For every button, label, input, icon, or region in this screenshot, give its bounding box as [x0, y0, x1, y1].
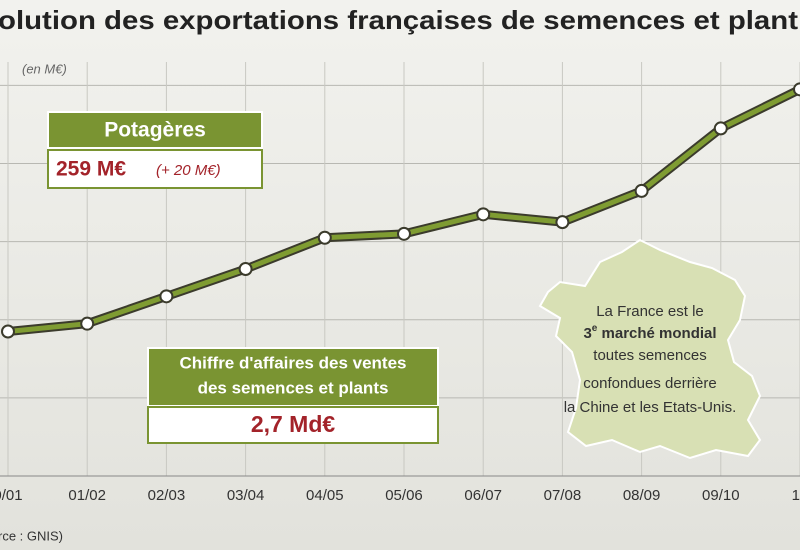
box-body: [47, 149, 263, 189]
point: [793, 82, 800, 97]
plot: 0/01 01/02 02/03 03/04 04/05 05/06 06/07 07/08 0…: [0, 82, 800, 504]
point: [713, 121, 728, 136]
box-header: [147, 347, 439, 407]
x-tick-label: 04/05: [306, 487, 344, 504]
box-title: des semences et plants: [198, 378, 389, 397]
source: rce : GNIS): [0, 528, 63, 543]
chart-title: olution des exportations françaises de s…: [0, 5, 798, 35]
point: [238, 262, 253, 276]
box-body: [147, 406, 439, 444]
point: [159, 289, 174, 304]
point: [555, 215, 570, 230]
point: [317, 230, 332, 245]
x-tick-label: 01/02: [68, 487, 106, 504]
france-map: [538, 238, 762, 460]
point: [80, 316, 95, 331]
box-title: Potagères: [104, 119, 206, 142]
box-title: Chiffre d'affaires des ventes: [179, 353, 406, 372]
note-rank: 3e marché mondial: [583, 323, 716, 342]
x-tick-label: 06/07: [464, 487, 502, 504]
note-line: confondues derrière: [583, 375, 716, 392]
box-value: 259 M€: [56, 158, 126, 181]
x-tick-label: 0/01: [0, 487, 23, 504]
note-rank-number: 3: [583, 325, 591, 342]
point: [397, 226, 411, 241]
note-rank-rest: marché mondial: [597, 325, 716, 342]
box-value: 2,7 Md€: [251, 411, 336, 437]
note-line: toutes semences: [593, 347, 706, 364]
unit-label: (en M€): [22, 61, 67, 76]
point: [1, 324, 15, 339]
box-change: (+ 20 M€): [156, 162, 221, 179]
x-tick-label: 03/04: [227, 487, 265, 504]
note-line: La France est le: [596, 303, 704, 320]
x-tick-label: 07/08: [544, 487, 582, 504]
note-line: la Chine et les Etats-Unis.: [564, 399, 737, 416]
x-tick-label: 08/09: [623, 487, 661, 504]
x-tick-label: 05/06: [385, 487, 423, 504]
x-tick-label: 02/03: [148, 487, 186, 504]
point: [476, 207, 491, 222]
x-tick-label: 09/10: [702, 487, 740, 504]
point: [634, 183, 649, 198]
note-rank-suffix: e: [592, 323, 598, 334]
x-tick-label: 10: [792, 487, 800, 504]
box-header: [47, 111, 263, 149]
